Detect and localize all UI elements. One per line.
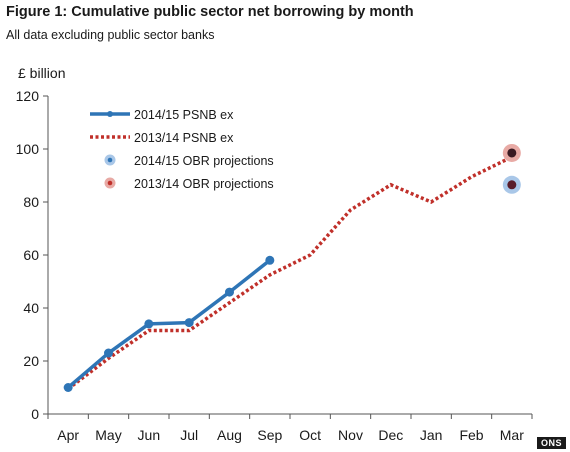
chart-subtitle: All data excluding public sector banks [6, 28, 215, 42]
series-line-2014-15-psnb [67, 258, 271, 389]
ons-badge: ONS [536, 437, 566, 449]
data-point-2014-15-psnb [265, 255, 275, 265]
legend-dot-2013-14-obr [107, 180, 113, 186]
x-tick-label: Nov [338, 427, 363, 443]
x-tick-label: Feb [459, 427, 483, 443]
y-tick-label: 80 [23, 194, 39, 210]
y-tick-label: 20 [23, 353, 39, 369]
x-tick-label: Sep [257, 427, 282, 443]
legend: 2014/15 PSNB ex 2013/14 PSNB ex 2014/15 OB… [90, 108, 274, 191]
series-line-2013-14-psnb [67, 155, 513, 391]
x-tick-label: Jan [420, 427, 443, 443]
x-tick-label: Jun [138, 427, 161, 443]
projection-point-2013-14 [507, 148, 517, 158]
y-tick-label: 0 [31, 406, 39, 422]
legend-marker-2014-15-psnb [107, 111, 113, 117]
data-point-2014-15-psnb [104, 348, 113, 358]
data-point-2014-15-psnb [63, 383, 73, 392]
legend-label-2013-14-psnb: 2013/14 PSNB ex [134, 131, 234, 145]
x-tick-label: Dec [378, 427, 403, 443]
series-layer [63, 143, 521, 392]
legend-label-2013-14-obr: 2013/14 OBR projections [134, 177, 274, 191]
data-point-2014-15-psnb [184, 318, 194, 328]
x-tick-label: Apr [57, 427, 79, 443]
y-axis-label: £ billion [18, 65, 65, 81]
y-tick-label: 120 [16, 88, 40, 104]
x-tick-label: May [95, 427, 121, 443]
x-tick-label: Aug [217, 427, 242, 443]
x-tick-label: Mar [500, 427, 524, 443]
y-tick-label: 60 [23, 247, 39, 263]
legend-label-2014-15-psnb: 2014/15 PSNB ex [134, 108, 234, 122]
x-ticks: Apr May Jun Jul Aug Sep Oct Nov Dec Jan Feb Mar [47, 414, 533, 443]
legend-dot-2014-15-obr [107, 157, 113, 163]
chart-title: Figure 1: Cumulative public sector net b… [6, 4, 414, 20]
legend-label-2014-15-obr: 2014/15 OBR projections [134, 154, 274, 168]
data-point-2014-15-psnb [225, 287, 234, 297]
y-tick-label: 100 [16, 141, 40, 157]
y-tick-label: 40 [23, 300, 39, 316]
data-point-2014-15-psnb [144, 319, 154, 329]
x-tick-label: Oct [299, 427, 321, 443]
x-tick-label: Jul [180, 427, 198, 443]
projection-point-2014-15 [507, 180, 517, 190]
y-ticks: 0 20 40 60 80 100 120 [16, 88, 48, 422]
